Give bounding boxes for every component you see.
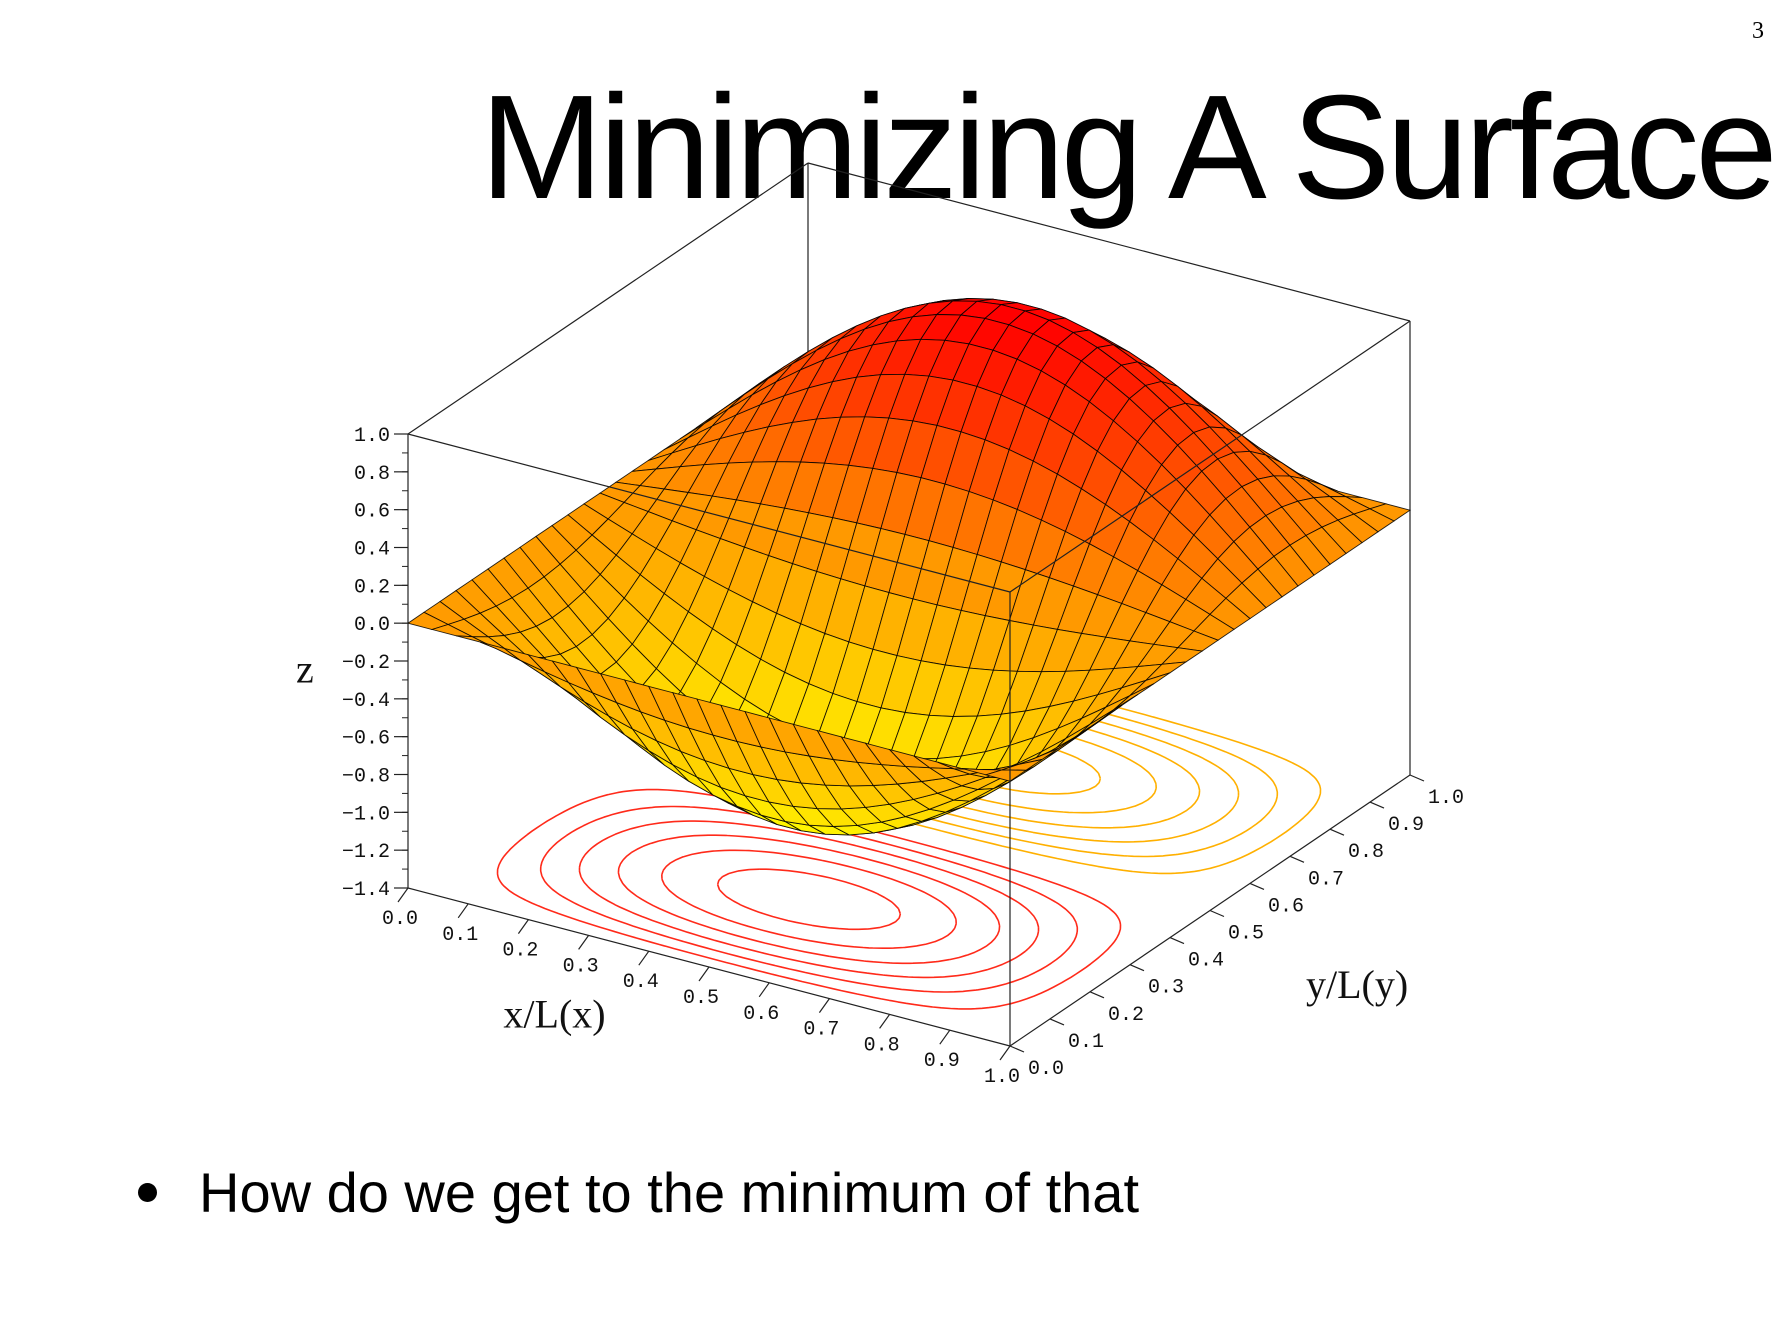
x-tick-label: 0.4 <box>623 971 659 994</box>
z-axis-label: z <box>296 646 314 691</box>
bullet-text: How do we get to the minimum of that <box>199 1161 1139 1224</box>
z-tick-label: 0.8 <box>354 463 390 486</box>
surface-cell <box>984 769 1028 782</box>
contour-line <box>716 868 902 931</box>
y-tick <box>1089 991 1105 999</box>
x-tick-label: 0.2 <box>502 940 538 963</box>
y-tick <box>1409 774 1425 782</box>
x-tick-label: 0.8 <box>864 1034 900 1057</box>
box-edge <box>407 433 1011 593</box>
x-tick-label: 0.5 <box>683 987 719 1010</box>
x-tick-label: 1.0 <box>984 1066 1020 1089</box>
x-tick-label: 0.9 <box>924 1050 960 1073</box>
box-edge <box>407 162 809 435</box>
x-tick <box>939 1029 951 1045</box>
z-tick-label: −1.4 <box>342 879 390 902</box>
y-tick-label: 0.2 <box>1108 1004 1144 1027</box>
x-tick <box>818 998 830 1013</box>
contour-line <box>578 820 1040 979</box>
box-edge <box>807 162 1411 322</box>
z-tick-label: 1.0 <box>354 425 390 448</box>
z-tick-label: −0.4 <box>342 690 390 713</box>
slide-title: Minimizing A Surface <box>480 65 1778 230</box>
x-tick <box>758 982 770 998</box>
y-tick-label: 1.0 <box>1428 787 1464 810</box>
y-tick <box>1249 882 1265 890</box>
x-tick <box>578 935 590 950</box>
y-tick-label: 0.1 <box>1068 1031 1104 1054</box>
bullet-list: How do we get to the minimum of that <box>138 1160 1139 1225</box>
contour-line <box>661 849 957 949</box>
x-tick-label: 0.3 <box>563 955 599 978</box>
x-tick <box>517 919 529 934</box>
surface-mesh <box>406 298 1412 836</box>
y-tick <box>1209 909 1225 918</box>
y-tick-label: 0.7 <box>1308 868 1344 891</box>
x-tick <box>397 887 409 903</box>
x-tick-label: 0.7 <box>803 1019 839 1042</box>
y-tick <box>1289 855 1305 863</box>
y-tick <box>1049 1018 1065 1026</box>
y-tick-label: 0.8 <box>1348 841 1384 864</box>
plot-box-front <box>407 320 1411 1046</box>
x-tick-label: 0.1 <box>442 924 478 947</box>
y-tick <box>1169 937 1185 945</box>
x-tick-label: 0.6 <box>743 1003 779 1026</box>
x-tick <box>457 903 469 919</box>
z-tick-label: 0.0 <box>354 614 390 637</box>
z-tick-label: −1.2 <box>342 841 390 864</box>
y-tick <box>1009 1045 1025 1053</box>
x-tick <box>999 1045 1011 1061</box>
z-tick-label: −1.0 <box>342 803 390 826</box>
x-axis-label: x/L(x) <box>503 992 605 1037</box>
y-tick-label: 0.6 <box>1268 895 1304 918</box>
y-tick-label: 0.5 <box>1228 923 1264 946</box>
z-tick-label: 0.2 <box>354 576 390 599</box>
page-number: 3 <box>1752 18 1764 44</box>
bullet-item: How do we get to the minimum of that <box>138 1160 1139 1225</box>
y-tick-label: 0.9 <box>1388 814 1424 837</box>
z-tick-label: 0.6 <box>354 501 390 524</box>
y-tick <box>1329 828 1345 836</box>
y-tick-label: 0.3 <box>1148 977 1184 1000</box>
z-tick-label: −0.2 <box>342 652 390 675</box>
contour-line <box>617 834 1001 965</box>
x-tick <box>698 966 710 982</box>
y-tick <box>1369 801 1385 809</box>
y-tick-label: 0.0 <box>1028 1058 1064 1081</box>
z-tick-label: −0.8 <box>342 766 390 789</box>
x-tick-label: 0.0 <box>382 908 418 931</box>
box-edge <box>1009 320 1411 593</box>
y-tick-label: 0.4 <box>1188 950 1224 973</box>
plot-axes: 1.0 0.8 0.6 0.4 0.2 0.0 −0.2 −0.4 −0.6 −0.8 −1.0 −1… <box>296 425 1464 1089</box>
y-axis-label: y/L(y) <box>1306 962 1408 1007</box>
x-tick <box>879 1014 891 1029</box>
z-tick-label: −0.6 <box>342 728 390 751</box>
z-tick-label: 0.4 <box>354 539 390 562</box>
y-tick <box>1129 964 1145 972</box>
bullet-dot <box>138 1183 157 1202</box>
x-tick <box>638 950 650 966</box>
